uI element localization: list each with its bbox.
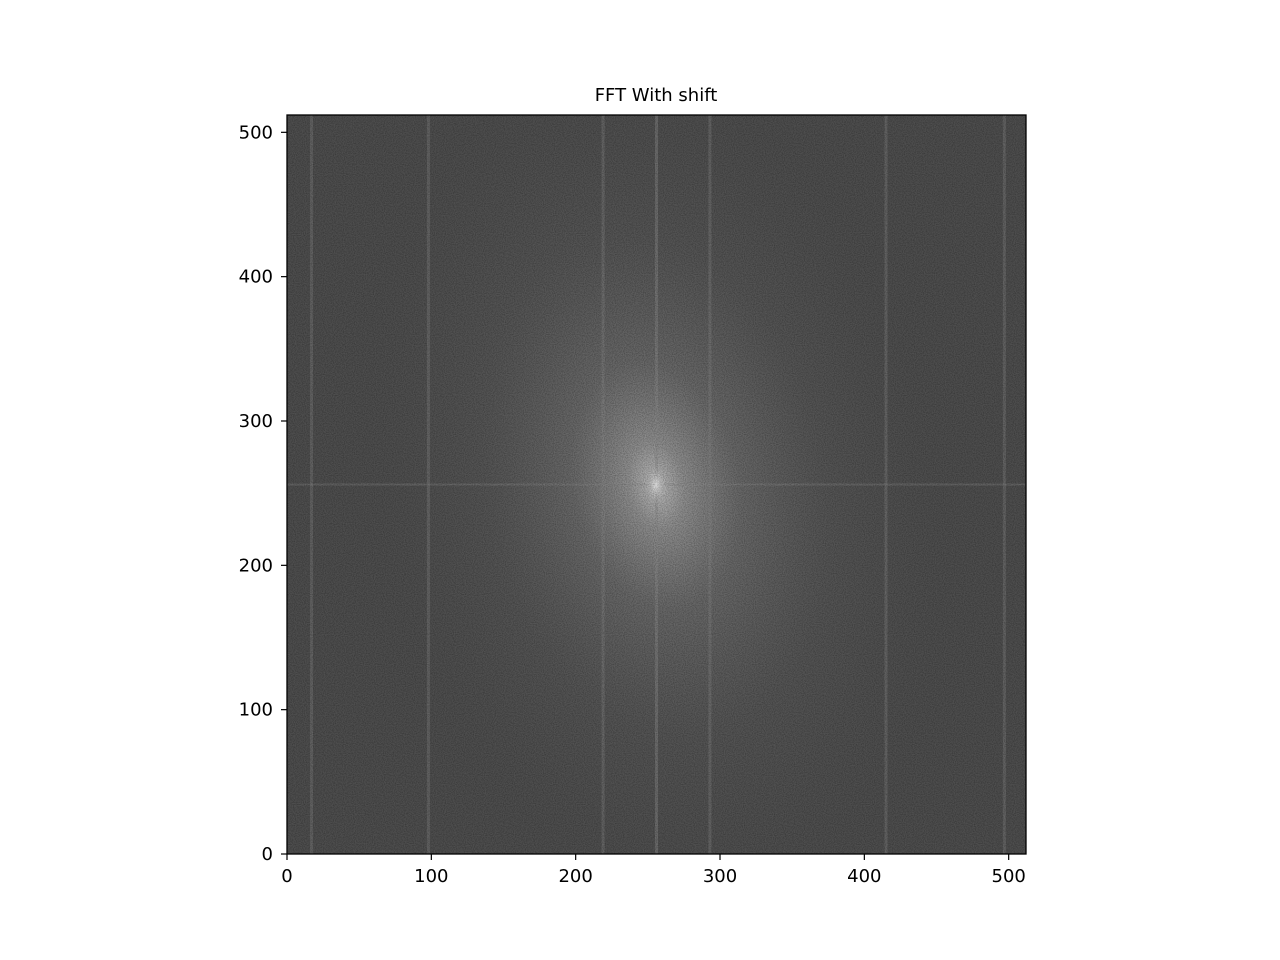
y-tick-label: 500 [239,122,273,143]
x-tick-label: 300 [703,866,737,887]
y-tick-label: 100 [239,700,273,721]
spectrum-image [287,115,1026,854]
y-axis: 0 100 200 300 400 500 [239,122,287,865]
x-tick-label: 200 [558,866,592,887]
x-tick-label: 500 [992,866,1026,887]
axes-frame [286,114,1027,855]
chart-title: FFT With shift [595,85,718,106]
y-tick-label: 200 [239,555,273,576]
x-tick-label: 0 [281,866,292,887]
noise-grain [287,115,1026,854]
y-tick-label: 400 [239,267,273,288]
x-tick-label: 400 [847,866,881,887]
y-tick-label: 300 [239,411,273,432]
y-tick-label: 0 [262,844,273,865]
x-axis: 0 100 200 300 400 500 [281,854,1026,887]
x-tick-label: 100 [414,866,448,887]
